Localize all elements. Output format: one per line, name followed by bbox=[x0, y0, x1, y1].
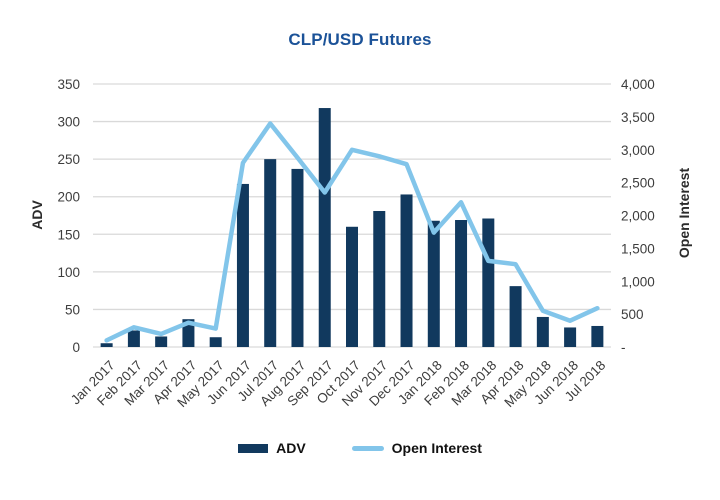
left-axis-tick-label: 200 bbox=[57, 190, 80, 205]
adv-bar bbox=[482, 218, 495, 347]
right-axis-tick-label: 4,000 bbox=[621, 77, 655, 92]
open-interest-line-series bbox=[104, 121, 600, 343]
right-axis-tick-labels: - 500 1,000 1,500 2,000 2,500 3,000 3,500 4,000 bbox=[621, 77, 655, 355]
right-axis-tick-label: 3,500 bbox=[621, 110, 655, 125]
adv-bar bbox=[236, 183, 249, 347]
adv-bar bbox=[373, 210, 386, 347]
right-axis-tick-label: - bbox=[621, 340, 626, 355]
right-axis-tick-label: 3,000 bbox=[621, 143, 655, 158]
left-axis-tick-label: 300 bbox=[57, 115, 80, 130]
chart-plot-area: 0 50 100 150 200 250 300 350 - 500 1,000 1,500 2,00… bbox=[57, 77, 655, 411]
adv-bar bbox=[100, 343, 113, 347]
legend-label-adv: ADV bbox=[276, 440, 306, 456]
adv-bar bbox=[209, 337, 222, 347]
adv-bar bbox=[318, 108, 331, 347]
adv-bar bbox=[536, 316, 549, 347]
adv-bar bbox=[400, 194, 413, 347]
legend-item-open-interest: Open Interest bbox=[351, 440, 482, 456]
legend-label-open-interest: Open Interest bbox=[391, 440, 482, 456]
adv-bar bbox=[346, 226, 358, 347]
open-interest-legend-swatch-icon bbox=[351, 445, 384, 451]
adv-legend-swatch-icon bbox=[238, 443, 269, 453]
adv-bar bbox=[427, 220, 440, 347]
adv-bar bbox=[291, 168, 304, 347]
right-axis-tick-label: 2,500 bbox=[621, 176, 655, 191]
left-axis-tick-labels: 0 50 100 150 200 250 300 350 bbox=[57, 77, 80, 355]
right-axis-tick-label: 1,500 bbox=[621, 241, 655, 256]
chart-legend: ADV Open Interest bbox=[0, 440, 720, 456]
adv-bar bbox=[455, 220, 468, 347]
adv-bar bbox=[264, 159, 277, 347]
open-interest-line bbox=[104, 121, 600, 343]
right-axis-tick-label: 2,000 bbox=[621, 209, 655, 224]
left-axis-tick-label: 150 bbox=[57, 227, 80, 242]
adv-bars-series bbox=[100, 108, 604, 347]
left-axis-tick-label: 250 bbox=[57, 152, 80, 167]
right-axis-tick-label: 1,000 bbox=[621, 274, 655, 289]
left-axis-tick-label: 350 bbox=[57, 77, 80, 92]
chart-title: CLP/USD Futures bbox=[288, 30, 432, 49]
adv-bar bbox=[127, 330, 140, 347]
adv-bar bbox=[564, 327, 577, 347]
right-axis-tick-label: 500 bbox=[621, 307, 644, 322]
adv-bar bbox=[509, 286, 522, 347]
adv-bar bbox=[155, 336, 168, 347]
left-axis-tick-label: 0 bbox=[72, 340, 80, 355]
adv-bar bbox=[591, 325, 604, 347]
left-axis-tick-label: 50 bbox=[65, 302, 80, 317]
left-axis-tick-label: 100 bbox=[57, 265, 80, 280]
legend-item-adv: ADV bbox=[238, 440, 306, 456]
